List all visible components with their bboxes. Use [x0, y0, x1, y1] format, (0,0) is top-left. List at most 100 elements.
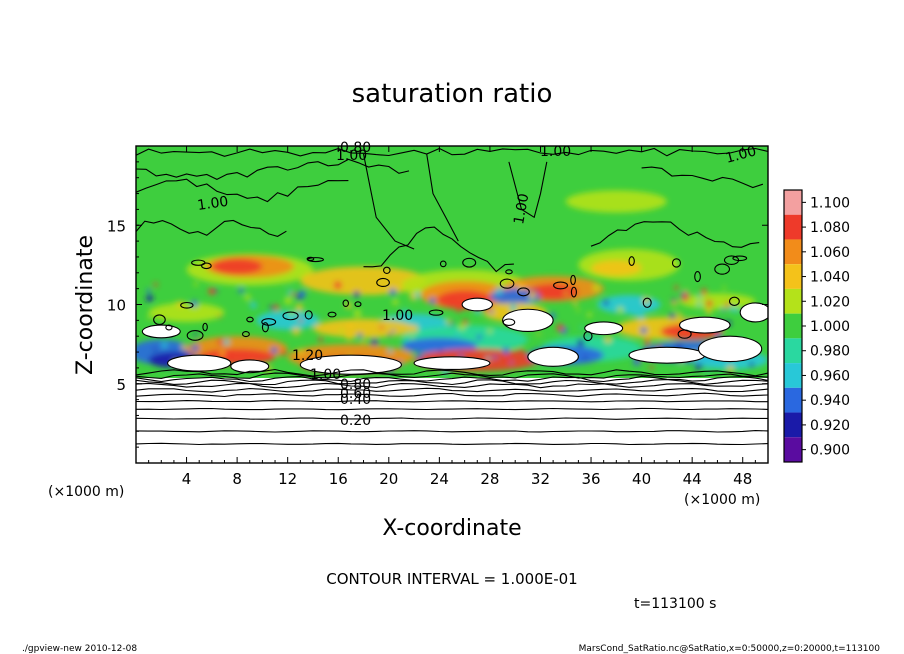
field-speck [681, 293, 690, 302]
field-speck [353, 309, 362, 317]
supersaturated-regions [141, 297, 768, 375]
contour-loop [628, 256, 635, 267]
contour-label: 1.00 [310, 367, 341, 383]
field-speck [705, 307, 712, 315]
white-region [299, 354, 402, 375]
field-speck [583, 355, 588, 360]
colorbar-swatch [784, 288, 802, 314]
plot-area: 0.80 1.00 1.00 1.00 1.00 1.00 1.00 1.20 … [107, 140, 769, 488]
field-speck [489, 309, 494, 315]
y-tick-label: 10 [107, 297, 126, 315]
contour-loop [261, 322, 269, 333]
contour-loop [728, 296, 740, 306]
field-speck [333, 281, 342, 290]
contour-loop [570, 286, 577, 298]
field-speck [493, 354, 498, 360]
field-speck [513, 286, 518, 291]
field-speck [674, 285, 679, 290]
colorbar-swatch [784, 239, 802, 265]
field-speck [725, 301, 731, 307]
contour-loop [201, 262, 212, 270]
contour-line [136, 158, 410, 181]
white-region [584, 321, 624, 336]
colorbar-label: 0.960 [810, 368, 850, 384]
color-field [136, 190, 768, 375]
field-speck [485, 356, 491, 362]
white-region [167, 354, 232, 372]
field-speck [146, 288, 151, 294]
contour-loop [180, 301, 194, 309]
white-region [697, 335, 763, 363]
y-axis-label: Z-coordinate [73, 235, 98, 375]
field-speck [347, 321, 354, 328]
field-speck [373, 291, 378, 295]
colorbar-swatch [784, 313, 802, 339]
field-speck [300, 314, 306, 321]
field-speck [487, 328, 493, 334]
field-speck [577, 339, 585, 347]
field-blob [148, 302, 225, 322]
x-tick-label: 40 [632, 470, 651, 488]
y-axis: 5 10 15 [107, 161, 768, 448]
colorbar-swatch [784, 412, 802, 438]
chart-title: saturation ratio [352, 79, 553, 109]
field-speck [462, 319, 468, 325]
contour-loop [342, 299, 350, 308]
field-speck [295, 303, 303, 312]
field-speck [603, 299, 609, 306]
field-speck [502, 347, 510, 355]
field-speck [223, 338, 230, 346]
footer-left: ./gpview-new 2010-12-08 [22, 644, 137, 654]
field-speck [637, 312, 645, 321]
colorbar-swatch [784, 338, 802, 364]
contour-loop [376, 277, 390, 288]
contour-line [641, 166, 764, 189]
contour-loop [677, 329, 692, 339]
field-speck [458, 323, 466, 331]
contour-line [136, 430, 768, 433]
contour-line [136, 147, 768, 157]
field-speck [586, 312, 593, 318]
field-speck [217, 338, 224, 346]
white-region [461, 297, 493, 312]
footer-right: MarsCond_SatRatio.nc@SatRatio,x=0:50000,… [579, 644, 881, 654]
white-region [628, 346, 706, 364]
contour-loop [732, 255, 748, 262]
field-speck [292, 327, 301, 336]
field-speck [573, 301, 578, 307]
field-blob [565, 190, 667, 213]
contour-label: 0.80 [340, 377, 371, 393]
field-speck [504, 355, 513, 363]
field-speck [697, 302, 702, 307]
contour-line [136, 379, 768, 386]
contour-line [426, 153, 459, 242]
contour-line [136, 417, 768, 420]
contour-line [136, 407, 768, 411]
contour-loop [694, 271, 701, 283]
y-tick-label: 5 [116, 376, 126, 394]
field-speck [387, 333, 392, 337]
field-speck [389, 288, 397, 296]
contour-loop [517, 287, 530, 297]
field-speck [161, 342, 168, 348]
field-speck [208, 287, 216, 295]
contour-loop [304, 310, 313, 320]
field-speck [449, 296, 456, 302]
field-speck [217, 314, 222, 318]
field-speck [592, 284, 600, 292]
field-speck [147, 315, 152, 320]
field-speck [290, 292, 296, 297]
x-tick-label: 36 [581, 470, 600, 488]
field-speck [270, 346, 278, 354]
white-region [739, 302, 768, 323]
field-speck [456, 307, 462, 313]
colorbar-label: 1.060 [810, 245, 850, 261]
field-speck [617, 306, 624, 314]
field-speck [729, 306, 736, 313]
field-speck [697, 294, 702, 299]
contour-label: 1.00 [724, 143, 758, 167]
colorbar-swatch [784, 190, 802, 215]
contour-line [136, 368, 768, 377]
contour-loop [246, 316, 254, 323]
field-speck [416, 353, 423, 360]
